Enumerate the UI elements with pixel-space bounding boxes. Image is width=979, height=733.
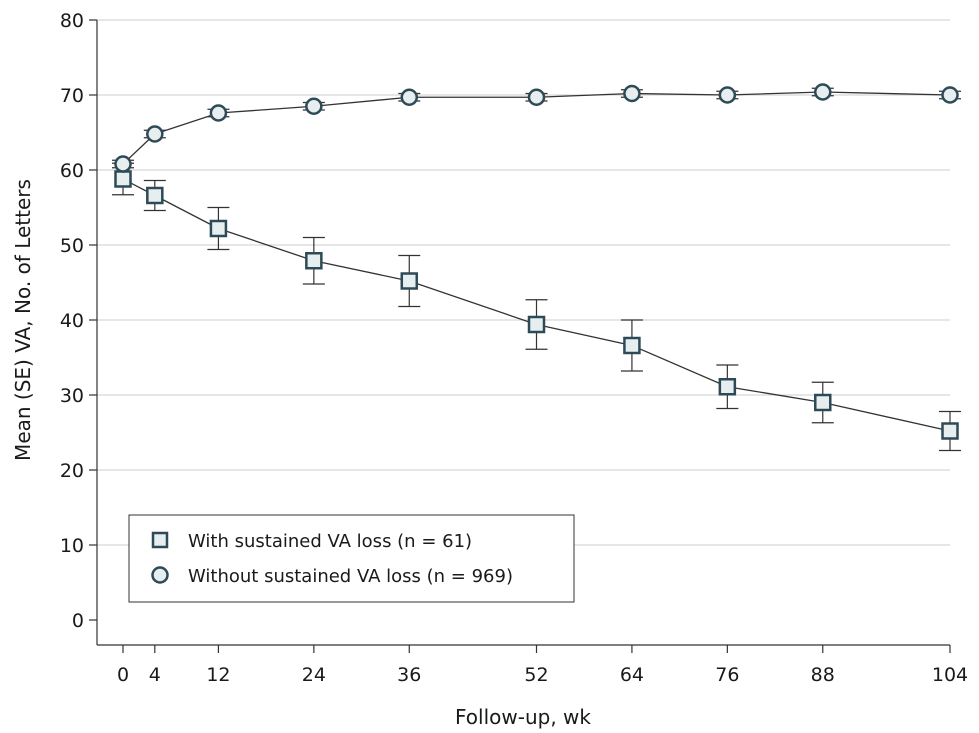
x-tick-label: 12: [206, 664, 230, 686]
y-tick-label: 0: [72, 610, 84, 632]
y-tick-label: 80: [60, 10, 84, 32]
gridlines: [97, 19, 950, 546]
legend-circle-marker-icon: [151, 566, 169, 584]
data-point-square: [527, 315, 546, 334]
data-point-square: [814, 393, 832, 412]
y-tick-label: 20: [60, 460, 84, 482]
data-point-circle: [400, 88, 419, 106]
y-tick-label: 10: [60, 535, 84, 557]
data-point-square: [400, 272, 419, 290]
x-tick-label: 76: [715, 664, 739, 686]
x-tick-label: 36: [397, 664, 421, 686]
series-2: [112, 83, 961, 173]
data-point-square: [718, 378, 737, 396]
legend-label-series-1: With sustained VA loss (n = 61): [188, 531, 472, 552]
y-tick-label: 60: [60, 160, 84, 182]
x-tick-label: 24: [302, 664, 326, 686]
data-point-circle: [527, 88, 546, 106]
series-line: [122, 91, 951, 165]
x-axis-title: Follow-up, wk: [455, 705, 591, 729]
legend-square-marker-icon: [151, 531, 169, 549]
x-tick-label: 88: [811, 664, 835, 686]
legend-box: [128, 514, 575, 603]
data-point-circle: [209, 104, 228, 122]
y-tick-label: 30: [60, 385, 84, 407]
data-point-circle: [305, 97, 323, 115]
data-point-square: [941, 422, 959, 440]
y-tick-label: 40: [60, 310, 84, 332]
series: [112, 83, 961, 452]
data-point-square: [114, 170, 132, 188]
data-point-square: [209, 219, 228, 238]
x-tick-label: 52: [524, 664, 548, 686]
legend-label-series-2: Without sustained VA loss (n = 969): [188, 566, 513, 587]
x-tick-label: 64: [620, 664, 644, 686]
y-tick-label: 50: [60, 235, 84, 257]
x-tick-label: 0: [117, 664, 129, 686]
legend: With sustained VA loss (n = 61) Without …: [128, 514, 575, 603]
x-tick-label: 4: [149, 664, 161, 686]
series-1: [112, 162, 961, 452]
x-tick-label: 104: [932, 664, 968, 686]
data-point-circle: [814, 83, 832, 101]
data-point-circle: [114, 155, 132, 173]
data-point-circle: [146, 125, 164, 143]
data-point-square: [146, 186, 164, 205]
series-line: [122, 178, 951, 432]
data-point-circle: [623, 84, 641, 103]
data-point-square: [305, 252, 323, 270]
y-axis-title: Mean (SE) VA, No. of Letters: [11, 179, 35, 461]
data-point-circle: [718, 86, 737, 104]
y-tick-label: 70: [60, 85, 84, 107]
data-point-circle: [941, 86, 959, 104]
data-point-square: [623, 336, 641, 355]
